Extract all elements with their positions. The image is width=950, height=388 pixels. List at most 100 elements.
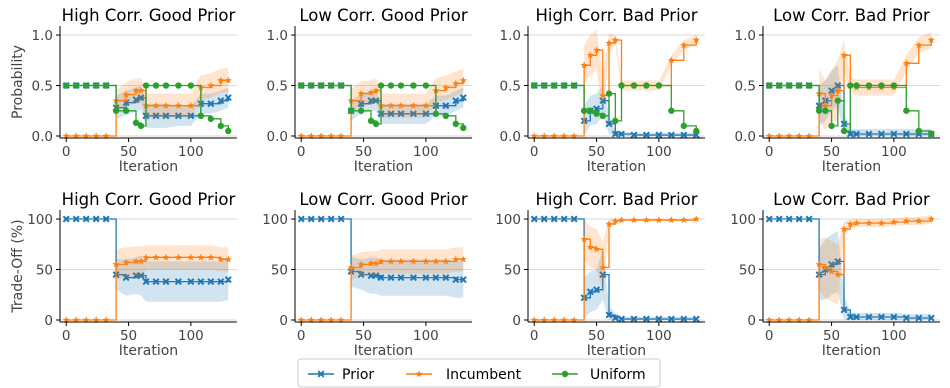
series-uniform bbox=[766, 82, 935, 138]
data-point bbox=[422, 101, 430, 109]
data-point bbox=[865, 130, 873, 138]
data-point bbox=[174, 112, 182, 120]
data-point bbox=[442, 112, 450, 120]
data-point bbox=[224, 94, 232, 102]
y-tick-label: 0.5 bbox=[267, 79, 288, 95]
data-point bbox=[655, 82, 663, 89]
data-point bbox=[915, 314, 923, 322]
data-point bbox=[605, 220, 613, 228]
data-point bbox=[834, 257, 842, 265]
data-point bbox=[217, 278, 225, 286]
subplot-title: Low Corr. Good Prior bbox=[299, 190, 467, 209]
data-point bbox=[62, 215, 70, 223]
y-tick-label: 0.5 bbox=[32, 79, 53, 95]
data-point bbox=[132, 86, 140, 94]
data-point bbox=[367, 117, 375, 125]
y-tick-label: 50 bbox=[271, 263, 288, 279]
series-line bbox=[769, 219, 932, 321]
data-point bbox=[550, 82, 558, 89]
x-icon bbox=[317, 370, 325, 378]
data-point bbox=[297, 132, 305, 140]
data-point bbox=[560, 82, 568, 89]
data-point bbox=[570, 316, 578, 324]
data-point bbox=[586, 288, 594, 296]
data-point bbox=[785, 132, 793, 140]
data-point bbox=[187, 253, 195, 261]
series-line bbox=[534, 39, 697, 137]
data-point bbox=[63, 82, 70, 89]
data-point bbox=[680, 41, 688, 49]
data-point bbox=[92, 316, 100, 324]
confidence-band bbox=[584, 218, 697, 293]
data-point bbox=[560, 215, 568, 223]
y-tick-label: 1.0 bbox=[735, 28, 756, 44]
data-point bbox=[152, 253, 160, 261]
data-point bbox=[599, 271, 607, 279]
data-point bbox=[592, 245, 601, 253]
subplot-title: High Corr. Good Prior bbox=[62, 190, 236, 209]
x-axis-label: Iteration bbox=[587, 343, 646, 359]
y-tick-label: 1.0 bbox=[267, 28, 288, 44]
data-point bbox=[846, 130, 854, 138]
series-incumbent bbox=[765, 32, 935, 140]
data-point bbox=[828, 260, 836, 268]
data-point bbox=[680, 122, 688, 130]
data-point bbox=[62, 316, 70, 324]
y-axis-label: Probability bbox=[10, 45, 26, 119]
data-point bbox=[307, 316, 315, 324]
data-point bbox=[915, 41, 923, 49]
data-point bbox=[927, 215, 935, 223]
y-tick-label: 0.0 bbox=[32, 129, 53, 145]
data-point bbox=[372, 120, 380, 128]
data-point bbox=[297, 316, 305, 324]
data-point bbox=[630, 82, 638, 89]
x-tick-label: 100 bbox=[413, 144, 439, 160]
data-point bbox=[693, 127, 700, 135]
data-point bbox=[630, 131, 638, 139]
data-point bbox=[902, 130, 910, 138]
data-point bbox=[460, 124, 467, 132]
data-point bbox=[877, 313, 885, 321]
data-point bbox=[377, 274, 385, 282]
data-point bbox=[162, 112, 170, 120]
data-point bbox=[805, 215, 813, 223]
data-point bbox=[643, 82, 650, 89]
data-point bbox=[152, 278, 160, 286]
series-incumbent bbox=[297, 247, 467, 324]
data-point bbox=[298, 82, 305, 89]
data-point bbox=[570, 215, 578, 223]
data-point bbox=[92, 215, 100, 223]
data-point bbox=[580, 61, 588, 69]
data-point bbox=[82, 316, 90, 324]
data-point bbox=[207, 278, 215, 286]
data-point bbox=[422, 82, 430, 89]
series-prior bbox=[62, 215, 232, 302]
data-point bbox=[915, 217, 923, 225]
data-point bbox=[82, 132, 90, 140]
data-point bbox=[327, 82, 335, 89]
y-tick-label: 0.0 bbox=[735, 129, 756, 145]
x-tick-label: 0 bbox=[530, 144, 539, 160]
data-point bbox=[902, 59, 910, 67]
data-point bbox=[928, 130, 935, 138]
data-point bbox=[617, 130, 625, 138]
data-point bbox=[667, 216, 675, 224]
data-point bbox=[586, 243, 594, 251]
subplot-4: Low Corr. Bad Prior 0.0 0.5 1.0 0 50 100Iterat… bbox=[735, 6, 940, 175]
data-point bbox=[680, 131, 688, 139]
data-point bbox=[187, 82, 195, 89]
series-incumbent bbox=[765, 215, 935, 324]
data-point bbox=[599, 91, 607, 99]
data-point bbox=[822, 107, 829, 114]
data-point bbox=[422, 257, 430, 265]
data-point bbox=[765, 132, 773, 140]
data-point bbox=[593, 286, 601, 294]
data-point bbox=[680, 315, 688, 323]
data-point bbox=[308, 82, 315, 89]
x-tick-label: 100 bbox=[881, 328, 907, 344]
data-point bbox=[327, 132, 335, 140]
data-point bbox=[667, 315, 675, 323]
legend: Prior Incumbent Uniform bbox=[297, 358, 661, 388]
data-point bbox=[387, 274, 395, 282]
